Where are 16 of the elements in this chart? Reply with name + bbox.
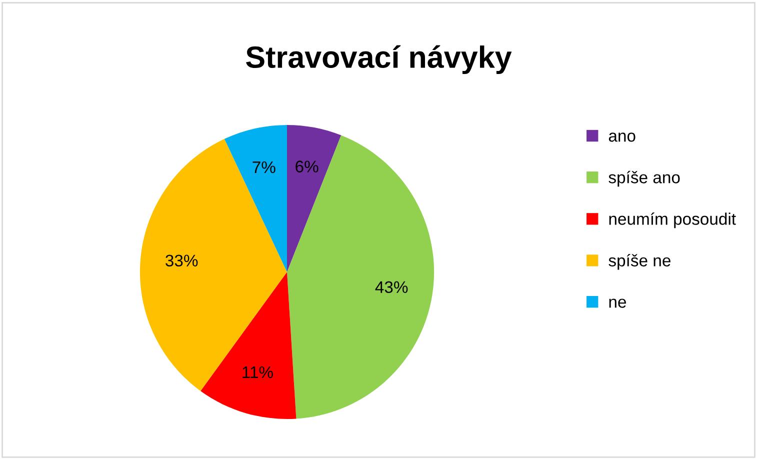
chart-title: Stravovací návyky (246, 45, 512, 74)
pie-slice (287, 124, 342, 272)
legend-label: spíše ano (608, 170, 680, 187)
data-label: 7% (252, 161, 276, 174)
pie-slice (224, 124, 287, 272)
pie-slice (140, 138, 287, 391)
legend-label: ano (608, 132, 636, 142)
pie-slice (287, 135, 434, 419)
legend-label: neumím posoudit (609, 212, 736, 228)
legend-label: spíše ne (608, 254, 670, 270)
pie-slice (200, 272, 296, 420)
data-label: 6% (296, 160, 318, 172)
data-label: 33% (166, 254, 198, 267)
data-label: 11% (242, 366, 273, 378)
data-label: 43% (375, 281, 408, 294)
legend-label: ne (609, 298, 626, 308)
